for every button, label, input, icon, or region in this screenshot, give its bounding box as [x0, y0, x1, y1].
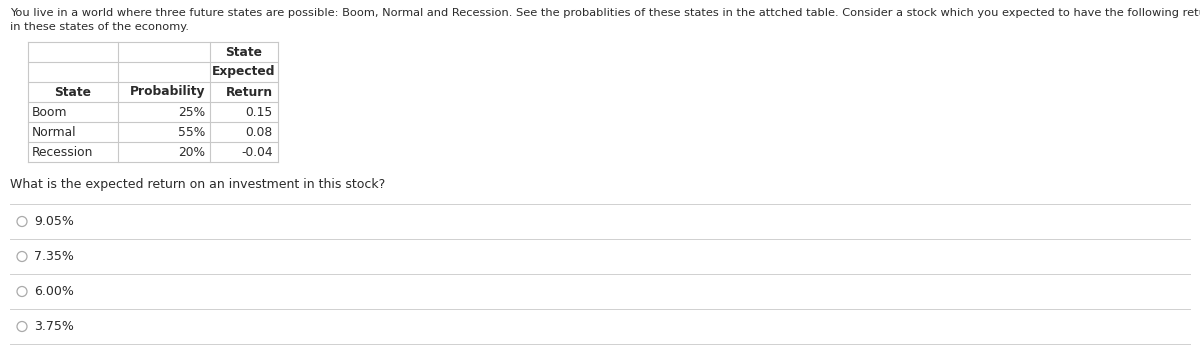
Text: Boom: Boom	[32, 105, 67, 118]
Text: 25%: 25%	[178, 105, 205, 118]
Text: 55%: 55%	[178, 126, 205, 139]
Text: in these states of the economy.: in these states of the economy.	[10, 22, 190, 32]
Text: 7.35%: 7.35%	[34, 250, 74, 263]
Text: What is the expected return on an investment in this stock?: What is the expected return on an invest…	[10, 178, 385, 191]
Text: Probability: Probability	[130, 85, 205, 99]
Text: Normal: Normal	[32, 126, 77, 139]
Text: 20%: 20%	[178, 145, 205, 158]
Text: 6.00%: 6.00%	[34, 285, 74, 298]
Text: State: State	[54, 85, 91, 99]
Text: 9.05%: 9.05%	[34, 215, 74, 228]
Text: State: State	[226, 45, 263, 58]
Text: 0.08: 0.08	[246, 126, 274, 139]
Text: Expected: Expected	[212, 66, 276, 78]
Text: -0.04: -0.04	[241, 145, 274, 158]
Text: Recession: Recession	[32, 145, 94, 158]
Text: Return: Return	[226, 85, 274, 99]
Text: 0.15: 0.15	[246, 105, 274, 118]
Text: You live in a world where three future states are possible: Boom, Normal and Rec: You live in a world where three future s…	[10, 8, 1200, 18]
Text: 3.75%: 3.75%	[34, 320, 74, 333]
